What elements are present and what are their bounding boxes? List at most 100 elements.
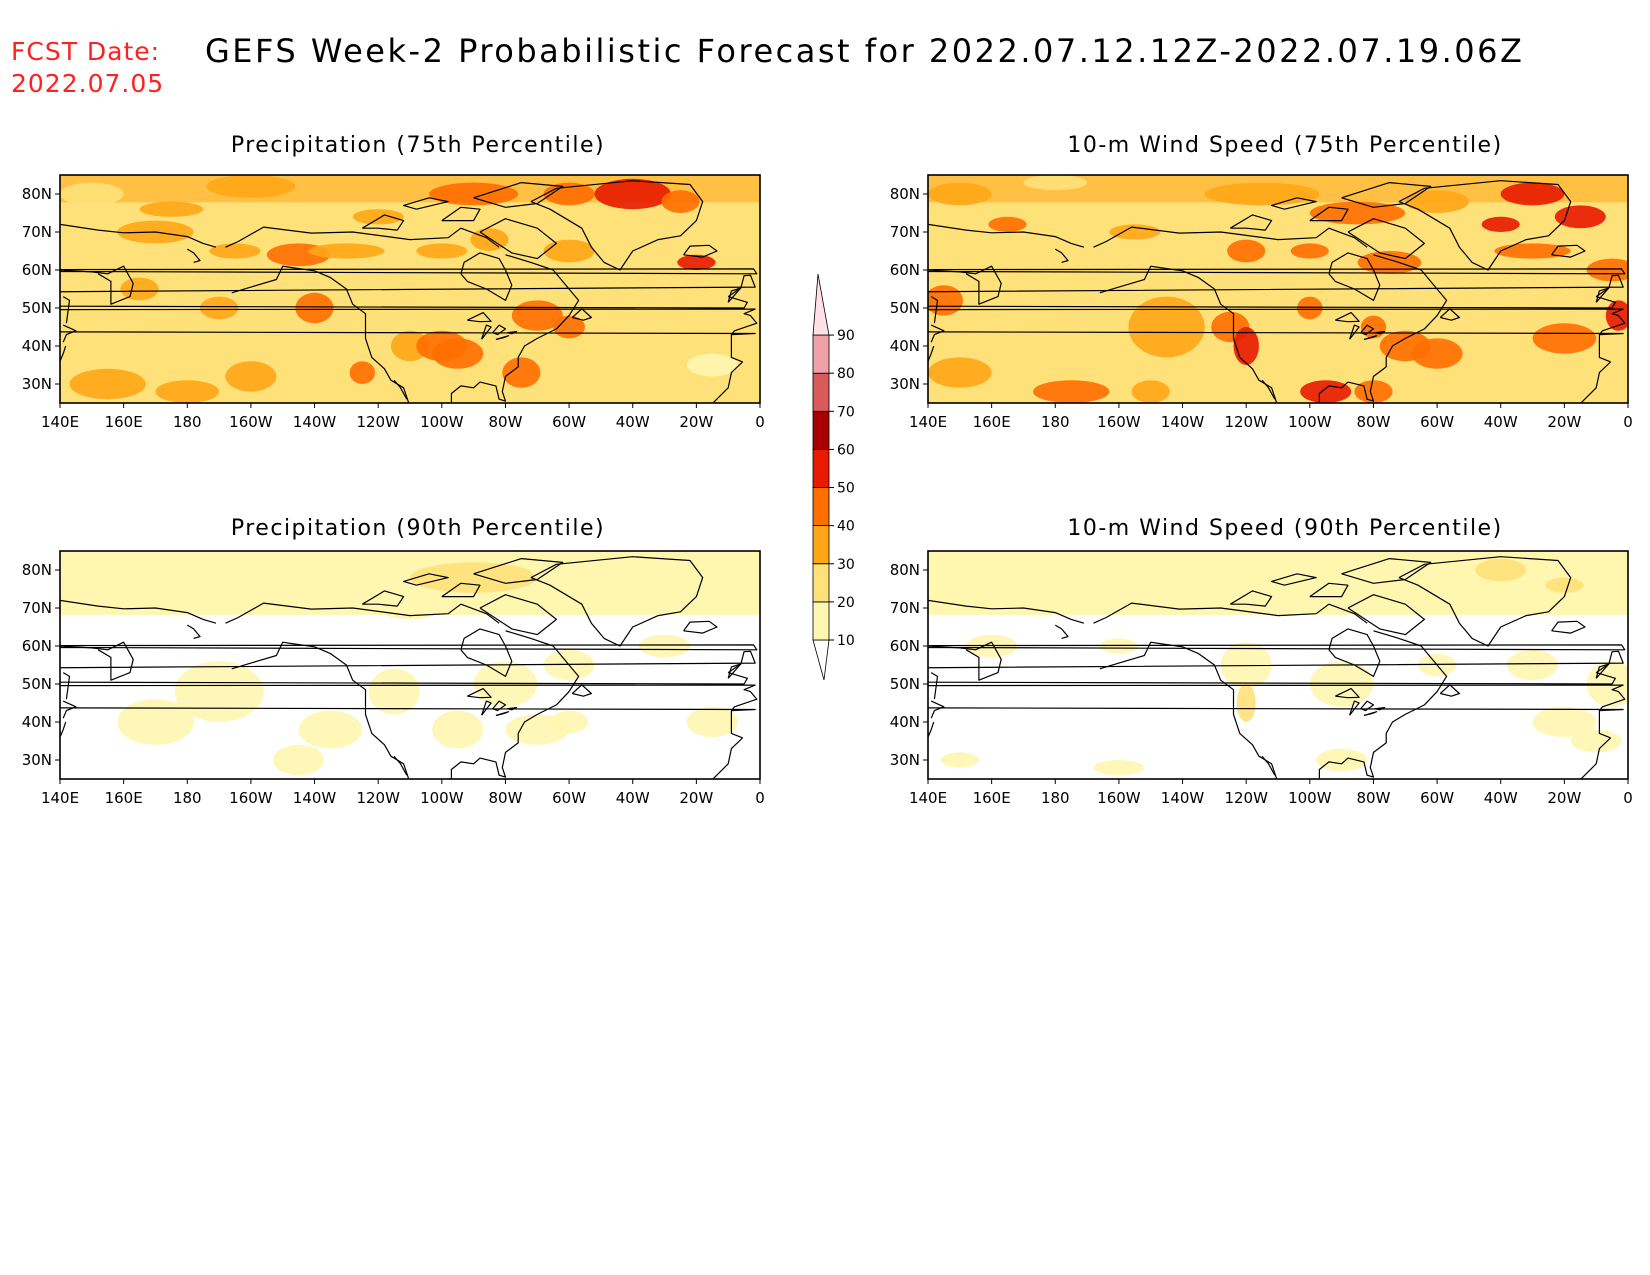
x-tick-label: 0	[1623, 413, 1633, 431]
x-tick-label: 20W	[679, 789, 713, 807]
y-tick-label: 30N	[22, 751, 52, 769]
colorbar-segment	[812, 410, 830, 450]
x-tick-label: 140W	[1161, 789, 1205, 807]
x-tick-label: 20W	[1547, 413, 1581, 431]
probability-contour	[502, 357, 541, 388]
x-tick-label: 120W	[1224, 413, 1268, 431]
x-tick-label: 100W	[420, 413, 464, 431]
x-tick-label: 100W	[1288, 413, 1332, 431]
forecast-date-value: 2022.07.05	[11, 69, 165, 98]
probability-contour	[1475, 558, 1527, 582]
probability-contour	[75, 554, 204, 586]
x-tick-label: 40W	[1484, 789, 1518, 807]
map-panel-precip-90: 140E 160E 180 160W 140W 120W 100W 80W 60W 40W 20W 0…	[22, 550, 765, 807]
colorbar-tick-label: 80	[837, 366, 855, 382]
colorbar-low-triangle	[812, 639, 830, 681]
y-tick-label: 50N	[22, 299, 52, 317]
x-tick-label: 160E	[973, 413, 1011, 431]
probability-contour	[209, 243, 261, 259]
y-tick-label: 70N	[890, 223, 920, 241]
probability-contour	[155, 380, 220, 403]
probability-contour	[1357, 251, 1422, 274]
panel-title-precip-90: Precipitation (90th Percentile)	[230, 516, 606, 541]
x-tick-label: 160E	[105, 413, 143, 431]
probability-contour	[1360, 315, 1387, 339]
panel-title-wind-75: 10-m Wind Speed (75th Percentile)	[1067, 133, 1503, 158]
x-tick-label: 140W	[293, 413, 337, 431]
probability-contour	[1481, 216, 1520, 232]
x-tick-label: 140E	[41, 789, 79, 807]
probability-contour	[352, 209, 404, 225]
y-tick-label: 50N	[890, 299, 920, 317]
coastlines	[928, 556, 1626, 779]
probability-contour	[368, 668, 420, 715]
x-tick-label: 100W	[420, 789, 464, 807]
probability-contour	[1411, 338, 1463, 369]
x-tick-label: 0	[1623, 789, 1633, 807]
y-tick-label: 40N	[890, 337, 920, 355]
y-tick-label: 70N	[890, 599, 920, 617]
y-tick-label: 60N	[890, 261, 920, 279]
colorbar-segment	[812, 525, 830, 565]
x-tick-label: 160E	[973, 789, 1011, 807]
y-tick-label: 70N	[22, 223, 52, 241]
x-tick-label: 140E	[41, 413, 79, 431]
y-tick-label: 80N	[890, 185, 920, 203]
map-frame	[59, 550, 761, 780]
probability-contour	[928, 357, 992, 388]
probability-contour	[416, 243, 468, 259]
map-frame	[927, 174, 1629, 404]
probability-contour	[1023, 175, 1088, 191]
colorbar-segment	[812, 448, 830, 488]
probability-contour	[200, 296, 239, 320]
probability-contour	[594, 365, 671, 388]
x-tick-label: 80W	[488, 413, 522, 431]
x-tick-label: 20W	[1547, 789, 1581, 807]
y-tick-label: 40N	[22, 713, 52, 731]
probability-contour	[1570, 729, 1622, 753]
probability-contour	[1093, 760, 1145, 776]
probability-contour	[661, 190, 700, 214]
x-tick-label: 100W	[1288, 789, 1332, 807]
probability-contour	[1532, 706, 1597, 738]
probability-contour	[174, 661, 264, 722]
probability-contour	[1309, 661, 1374, 707]
x-tick-label: 120W	[356, 413, 400, 431]
probability-contour	[298, 710, 363, 749]
probability-contour	[1128, 296, 1205, 358]
probability-contour	[1233, 327, 1259, 365]
probability-contour	[117, 699, 194, 745]
probability-contour	[273, 744, 325, 776]
x-tick-label: 20W	[679, 413, 713, 431]
map-panel-precip-75: 140E 160E 180 160W 140W 120W 100W 80W 60W 40W 20W 0…	[22, 174, 765, 431]
y-tick-label: 80N	[22, 561, 52, 579]
probability-contour	[1297, 296, 1323, 320]
y-tick-label: 40N	[890, 713, 920, 731]
probability-contour	[928, 285, 963, 316]
colorbar-segment	[812, 372, 830, 412]
colorbar-tick-label: 50	[837, 481, 855, 497]
page-title: GEFS Week-2 Probabilistic Forecast for 2…	[205, 32, 1525, 70]
probability-contour	[206, 175, 296, 198]
y-tick-label: 30N	[22, 375, 52, 393]
y-tick-label: 60N	[890, 637, 920, 655]
x-tick-label: 140W	[293, 789, 337, 807]
x-tick-label: 140W	[1161, 413, 1205, 431]
probability-contour	[988, 216, 1027, 232]
x-tick-label: 40W	[1484, 413, 1518, 431]
x-tick-label: 140E	[909, 413, 947, 431]
colorbar-segment	[812, 487, 830, 526]
y-tick-label: 60N	[22, 261, 52, 279]
x-tick-label: 180	[173, 789, 202, 807]
x-tick-label: 160W	[1097, 789, 1141, 807]
colorbar-tick-label: 40	[837, 519, 855, 535]
y-tick-label: 50N	[890, 675, 920, 693]
map-panel-wind-75: 140E 160E 180 160W 140W 120W 100W 80W 60W 40W 20W 0…	[890, 174, 1633, 431]
x-tick-label: 60W	[1420, 413, 1454, 431]
panel-title-wind-90: 10-m Wind Speed (90th Percentile)	[1067, 516, 1503, 541]
map-frame	[927, 550, 1629, 780]
x-tick-label: 120W	[356, 789, 400, 807]
probability-contour	[295, 292, 334, 324]
probability-contour	[550, 710, 589, 734]
